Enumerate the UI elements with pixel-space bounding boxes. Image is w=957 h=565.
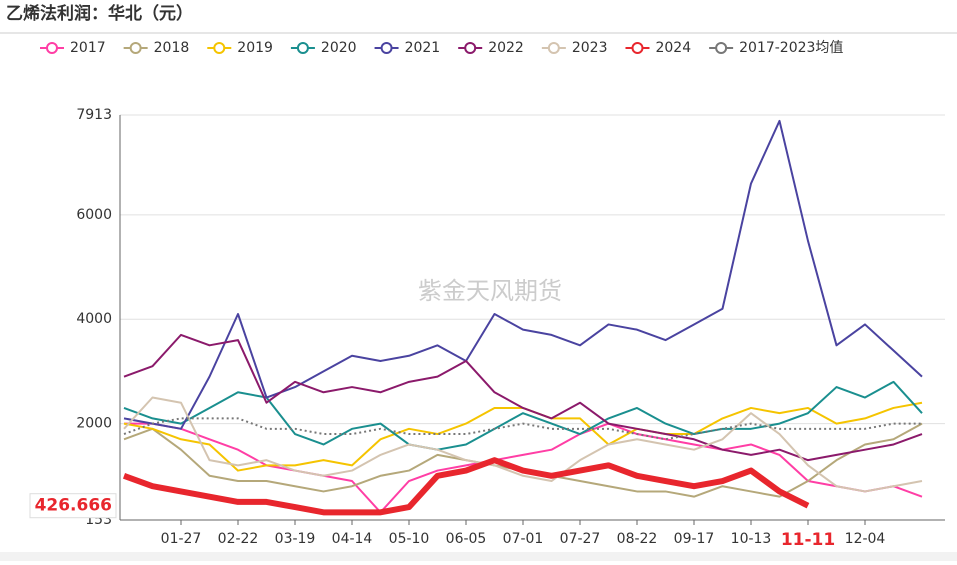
legend-label: 2017-2023均值 [739,40,843,56]
legend-icon [46,42,58,54]
x-tick-label: 12-04 [845,531,886,547]
legend-icon [631,42,644,54]
x-tick-label: 05-10 [389,531,430,547]
legend-label: 2023 [572,40,608,56]
x-tick-label: 03-19 [275,531,316,547]
series-line [123,380,923,451]
watermark: 紫金天风期货 [418,277,562,305]
bottom-band [0,552,957,561]
series-line [124,422,923,514]
legend-label: 2019 [237,40,273,56]
legend-label: 2020 [321,40,357,56]
series-line [123,333,923,462]
legend-label: 2018 [154,40,190,56]
legend-label: 2022 [488,40,524,56]
x-tick-label: 01-27 [161,531,202,547]
cursor-x-label: 11-11 [781,530,835,550]
series-line [123,417,922,441]
x-tick-label: 04-14 [332,531,373,547]
legend-icon [380,42,393,54]
series-line [123,396,923,493]
cursor-y-label: 426.666 [35,496,112,516]
x-tick-label: 09-17 [674,531,715,547]
x-tick-label: 06-05 [446,531,487,547]
y-tick-label: 4000 [76,311,112,327]
legend-icon [547,42,560,54]
x-tick-label: 08-22 [617,531,658,547]
x-tick-label: 10-13 [731,531,772,547]
legend-label: 2021 [405,40,441,56]
y-tick-label: 6000 [76,207,112,223]
legend-icon [213,42,226,54]
legend-icon [129,42,142,54]
chart-title: 乙烯法利润：华北（元） [6,3,193,24]
y-tick-label: 2000 [76,416,112,432]
legend-label: 2017 [70,40,106,56]
cursor-x-box [780,526,836,552]
legend-icon [464,42,477,54]
legend-icon [296,42,309,54]
series-line [123,119,923,430]
series-line [122,457,810,516]
legend-icon [715,42,728,54]
y-tick-label: 7913 [76,107,112,123]
x-tick-label: 07-01 [503,531,544,547]
legend-label: 2024 [655,40,691,56]
x-tick-label: 07-27 [560,531,601,547]
x-tick-label: 02-22 [218,531,259,547]
cursor-y-box [29,493,117,519]
